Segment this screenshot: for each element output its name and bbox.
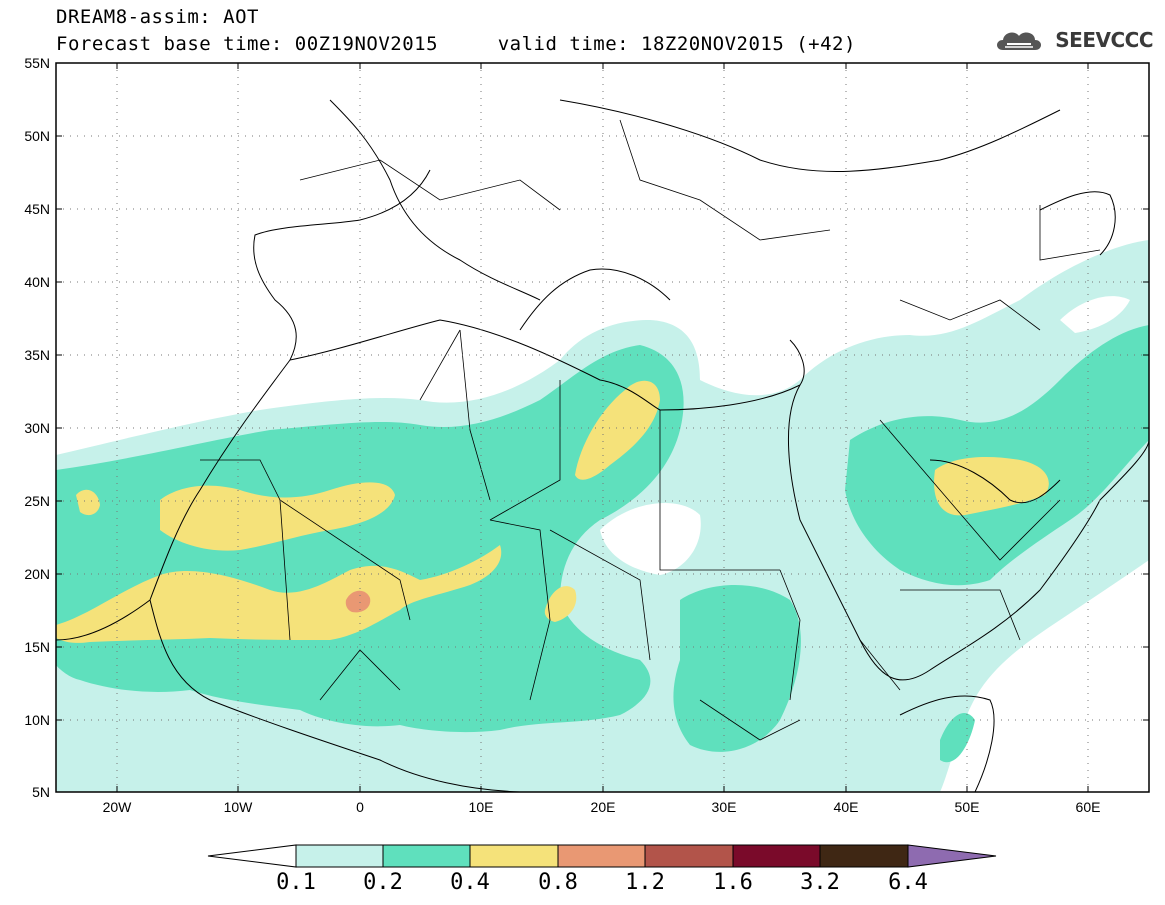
lat-label-35n: 35N — [24, 347, 50, 363]
colorbar-label: 3.2 — [800, 870, 840, 895]
colorbar-label: 0.1 — [276, 870, 316, 895]
lon-label-40e: 40E — [834, 799, 859, 815]
seevccc-logo: SEEVCCC — [993, 26, 1153, 54]
aot-0.4-west — [56, 545, 502, 643]
logo-text: SEEVCCC — [1055, 28, 1153, 52]
colorbar-seg-2 — [382, 844, 471, 868]
aot-0.4-sahara — [160, 482, 395, 551]
colorbar-seg-1 — [295, 844, 384, 868]
colorbar-seg-5 — [644, 844, 734, 868]
colorbar-label: 0.8 — [538, 870, 578, 895]
lon-label-0: 0 — [356, 799, 364, 815]
country-borders — [200, 119, 1101, 741]
aot-clear-egypt — [600, 503, 701, 575]
colorbar-label: 1.6 — [713, 870, 753, 895]
lat-label-20n: 20N — [24, 566, 50, 582]
aot-0.2-sudan — [673, 585, 801, 752]
lat-label-50n: 50N — [24, 128, 50, 144]
lat-label-15n: 15N — [24, 639, 50, 655]
lat-label-55n: 55N — [24, 55, 50, 71]
colorbar-seg-4 — [557, 844, 646, 868]
colorbar — [207, 844, 997, 868]
aot-0.4-atlantic — [76, 489, 100, 516]
colorbar-seg-7 — [819, 844, 909, 868]
colorbar-label: 0.2 — [363, 870, 403, 895]
coastlines — [56, 99, 1149, 792]
aot-0.4-chad — [544, 586, 577, 622]
lat-axis: 55N 50N 45N 40N 35N 30N 25N 20N 15N 10N … — [24, 55, 1149, 800]
lat-label-30n: 30N — [24, 420, 50, 436]
aot-0.4-libya — [575, 380, 660, 480]
aot-0.4-gulf — [934, 457, 1049, 516]
lon-axis: 20W 10W 0 10E 20E 30E 40E 50E 60E — [103, 63, 1101, 815]
lon-label-50e: 50E — [955, 799, 980, 815]
lat-label-10n: 10N — [24, 712, 50, 728]
colorbar-label: 6.4 — [888, 870, 928, 895]
lon-label-10w: 10W — [224, 799, 254, 815]
lat-label-25n: 25N — [24, 493, 50, 509]
colorbar-label: 1.2 — [625, 870, 665, 895]
title-times: Forecast base time: 00Z19NOV2015 valid t… — [56, 33, 856, 55]
lon-label-30e: 30E — [712, 799, 737, 815]
title-product: DREAM8-assim: AOT — [56, 6, 259, 28]
lon-label-10e: 10E — [469, 799, 494, 815]
aot-0.2-arabia — [845, 325, 1149, 586]
lat-label-40n: 40N — [24, 274, 50, 290]
aot-clear-east — [1060, 296, 1130, 333]
map-grid — [56, 63, 1149, 792]
lon-label-20e: 20E — [591, 799, 616, 815]
aot-0.2-horn — [940, 712, 975, 763]
colorbar-label: 0.4 — [450, 870, 490, 895]
colorbar-arrow-low — [207, 844, 297, 868]
colorbar-seg-3 — [469, 844, 559, 868]
aot-0.8-region — [345, 590, 371, 613]
cloud-icon — [997, 32, 1042, 50]
lat-label-5n: 5N — [32, 784, 50, 800]
colorbar-seg-6 — [732, 844, 821, 868]
lon-label-20w: 20W — [103, 799, 133, 815]
lon-label-60e: 60E — [1076, 799, 1101, 815]
colorbar-arrow-high — [907, 844, 997, 868]
lat-label-45n: 45N — [24, 201, 50, 217]
